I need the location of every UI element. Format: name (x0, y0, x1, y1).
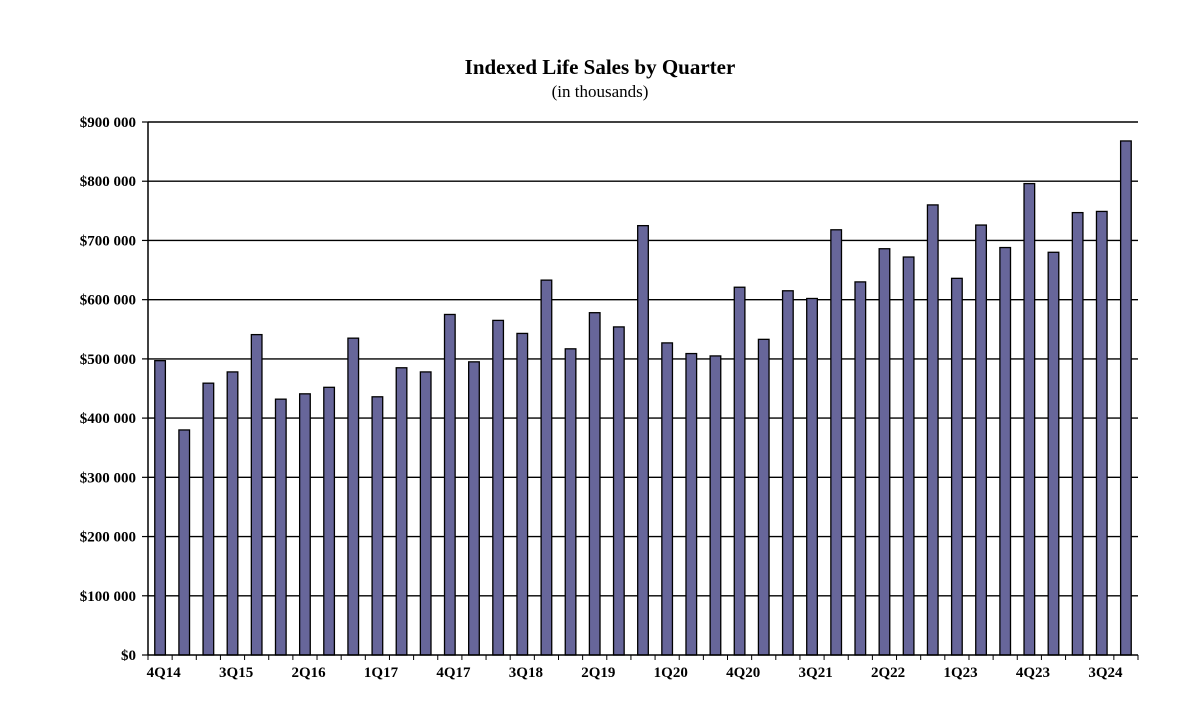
bar-2Q24 (1071, 211, 1084, 656)
bar-3Q21 (806, 297, 818, 656)
bar-2Q23 (975, 224, 988, 656)
bar-4Q18 (540, 279, 553, 656)
bar-3Q17 (419, 371, 432, 656)
bar-3Q19 (612, 326, 625, 656)
chart-subtitle: (in thousands) (551, 82, 649, 101)
x-tick-label: 2Q16 (291, 665, 326, 681)
bar-4Q17 (443, 313, 456, 656)
bar-2Q15 (202, 382, 215, 656)
x-tick-label: 2Q19 (581, 665, 615, 681)
bar-1Q18 (468, 361, 480, 656)
bar-2Q16 (298, 393, 311, 656)
x-tick-label: 1Q20 (654, 665, 688, 681)
bar-1Q22 (854, 281, 867, 656)
bar-4Q22 (926, 204, 939, 656)
bar-2Q20 (685, 352, 698, 656)
bar-1Q15 (178, 429, 191, 656)
bar-4Q24 (1119, 140, 1132, 656)
bar-1Q24 (1047, 251, 1060, 656)
bar-3Q18 (516, 332, 529, 656)
x-tick-label: 4Q14 (147, 665, 182, 681)
y-tick-label: $0 (121, 648, 136, 664)
y-tick-label: $700 000 (80, 233, 136, 249)
y-tick-label: $300 000 (80, 470, 136, 486)
x-tick-label: 4Q23 (1016, 665, 1050, 681)
bars (154, 140, 1132, 656)
x-tick-label: 1Q23 (943, 665, 977, 681)
y-tick-label: $400 000 (80, 411, 136, 427)
bar-4Q16 (347, 337, 360, 656)
bar-4Q20 (733, 286, 746, 656)
bar-3Q16 (323, 386, 336, 656)
bar-3Q22 (902, 256, 915, 656)
x-tick-label: 3Q24 (1088, 665, 1123, 681)
chart-title: Indexed Life Sales by Quarter (464, 55, 736, 79)
bar-3Q15 (226, 371, 239, 656)
x-tick-label: 4Q17 (436, 665, 471, 681)
bar-4Q19 (637, 224, 649, 656)
bar-2Q17 (395, 367, 408, 656)
x-tick-label: 2Q22 (871, 665, 905, 681)
bar-2Q21 (781, 290, 794, 656)
bar-1Q23 (950, 277, 963, 656)
bar-1Q19 (564, 348, 577, 656)
bar-3Q23 (999, 246, 1012, 656)
y-tick-label: $500 000 (80, 352, 136, 368)
bar-4Q15 (250, 333, 263, 656)
bar-2Q22 (878, 248, 891, 656)
tick-labels: $0 $100 000 $200 000 $300 000 $400 000 $500 0… (80, 115, 1123, 681)
bar-4Q21 (830, 229, 843, 656)
axes (142, 121, 1139, 660)
bar-1Q16 (274, 398, 287, 656)
bar-2Q18 (492, 319, 505, 656)
bar-2Q19 (588, 312, 601, 656)
bar-4Q14 (154, 360, 167, 656)
x-tick-label: 3Q18 (509, 665, 543, 681)
bar-1Q20 (661, 342, 674, 656)
x-tick-label: 3Q21 (799, 665, 833, 681)
bar-3Q20 (709, 355, 722, 656)
bar-1Q17 (371, 396, 384, 656)
x-tick-label: 3Q15 (219, 665, 253, 681)
y-tick-label: $100 000 (80, 589, 136, 605)
y-tick-label: $900 000 (80, 115, 136, 131)
bar-3Q24 (1095, 210, 1108, 656)
x-tick-label: 4Q20 (726, 665, 760, 681)
y-tick-label: $600 000 (80, 293, 136, 309)
x-tick-label: 1Q17 (364, 665, 399, 681)
bar-4Q23 (1023, 182, 1036, 656)
bar-1Q21 (757, 338, 770, 656)
y-tick-label: $800 000 (80, 174, 136, 190)
y-tick-label: $200 000 (80, 530, 136, 546)
